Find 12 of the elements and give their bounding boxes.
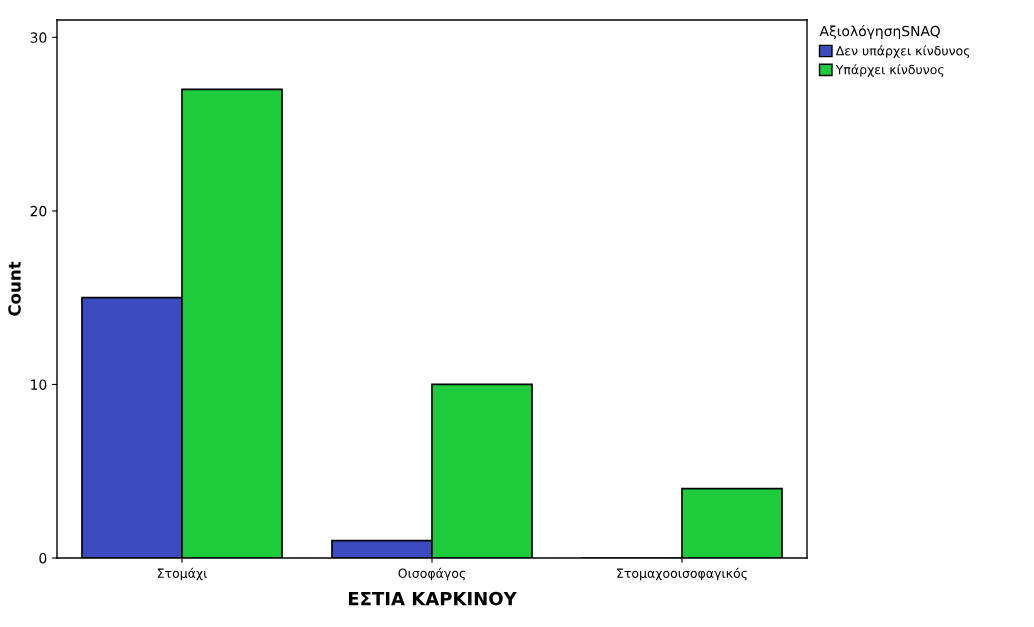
x-tick-label: Οισοφάγος [398, 567, 466, 581]
x-tick-label: Στομαχοοισοφαγικός [617, 567, 747, 581]
y-tick-label: 10 [31, 379, 47, 390]
legend-label: Υπάρχει κίνδυνος [835, 64, 944, 77]
y-tick-label: 0 [39, 552, 47, 564]
y-tick-label: 20 [30, 205, 47, 217]
x-axis-title: ΕΣΤΙΑ ΚΑΡΚΙΝΟΥ [348, 591, 517, 606]
legend-title: ΑξιολόγησηSNAQ [819, 25, 940, 40]
x-tick-label: Στομάχι [157, 567, 207, 581]
legend-label: Δεν υπάρχει κίνδυνος [835, 45, 970, 58]
y-tick-label: 30 [30, 32, 47, 43]
y-axis-title: Count [8, 261, 21, 316]
